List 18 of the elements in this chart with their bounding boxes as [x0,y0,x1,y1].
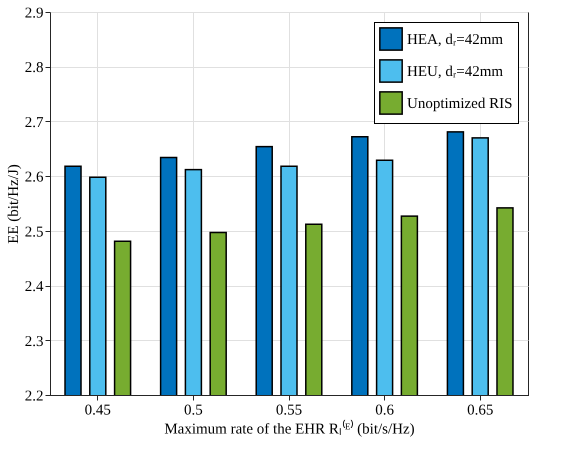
y-tick-label: 2.9 [24,6,44,22]
legend-label: Unoptimized RIS [407,96,512,112]
y-axis-title: EE (bit/Hz/J) [6,164,22,244]
y-tick-label: 2.5 [24,224,44,240]
legend-label: HEU, dᵣ=42mm [407,64,504,80]
x-tick-label: 0.5 [184,402,203,418]
y-tick-label: 2.3 [24,334,44,350]
y-tick-label: 2.8 [24,60,44,76]
y-tick-label: 2.6 [24,170,44,186]
x-axis-title: Maximum rate of the EHR Rₗ⁽ᴱ⁾ (bit/s/Hz) [164,420,415,438]
y-tick-label: 2.4 [24,279,44,296]
x-tick-label: 0.55 [276,402,302,418]
x-tick-label: 0.65 [467,402,494,418]
y-tick-label: 2.7 [24,114,44,131]
x-tick-label: 0.6 [375,402,394,418]
x-tick-label: 0.45 [84,402,111,418]
y-tick-label: 2.2 [24,388,44,404]
legend-label: HEA, dᵣ=42mm [407,32,504,48]
